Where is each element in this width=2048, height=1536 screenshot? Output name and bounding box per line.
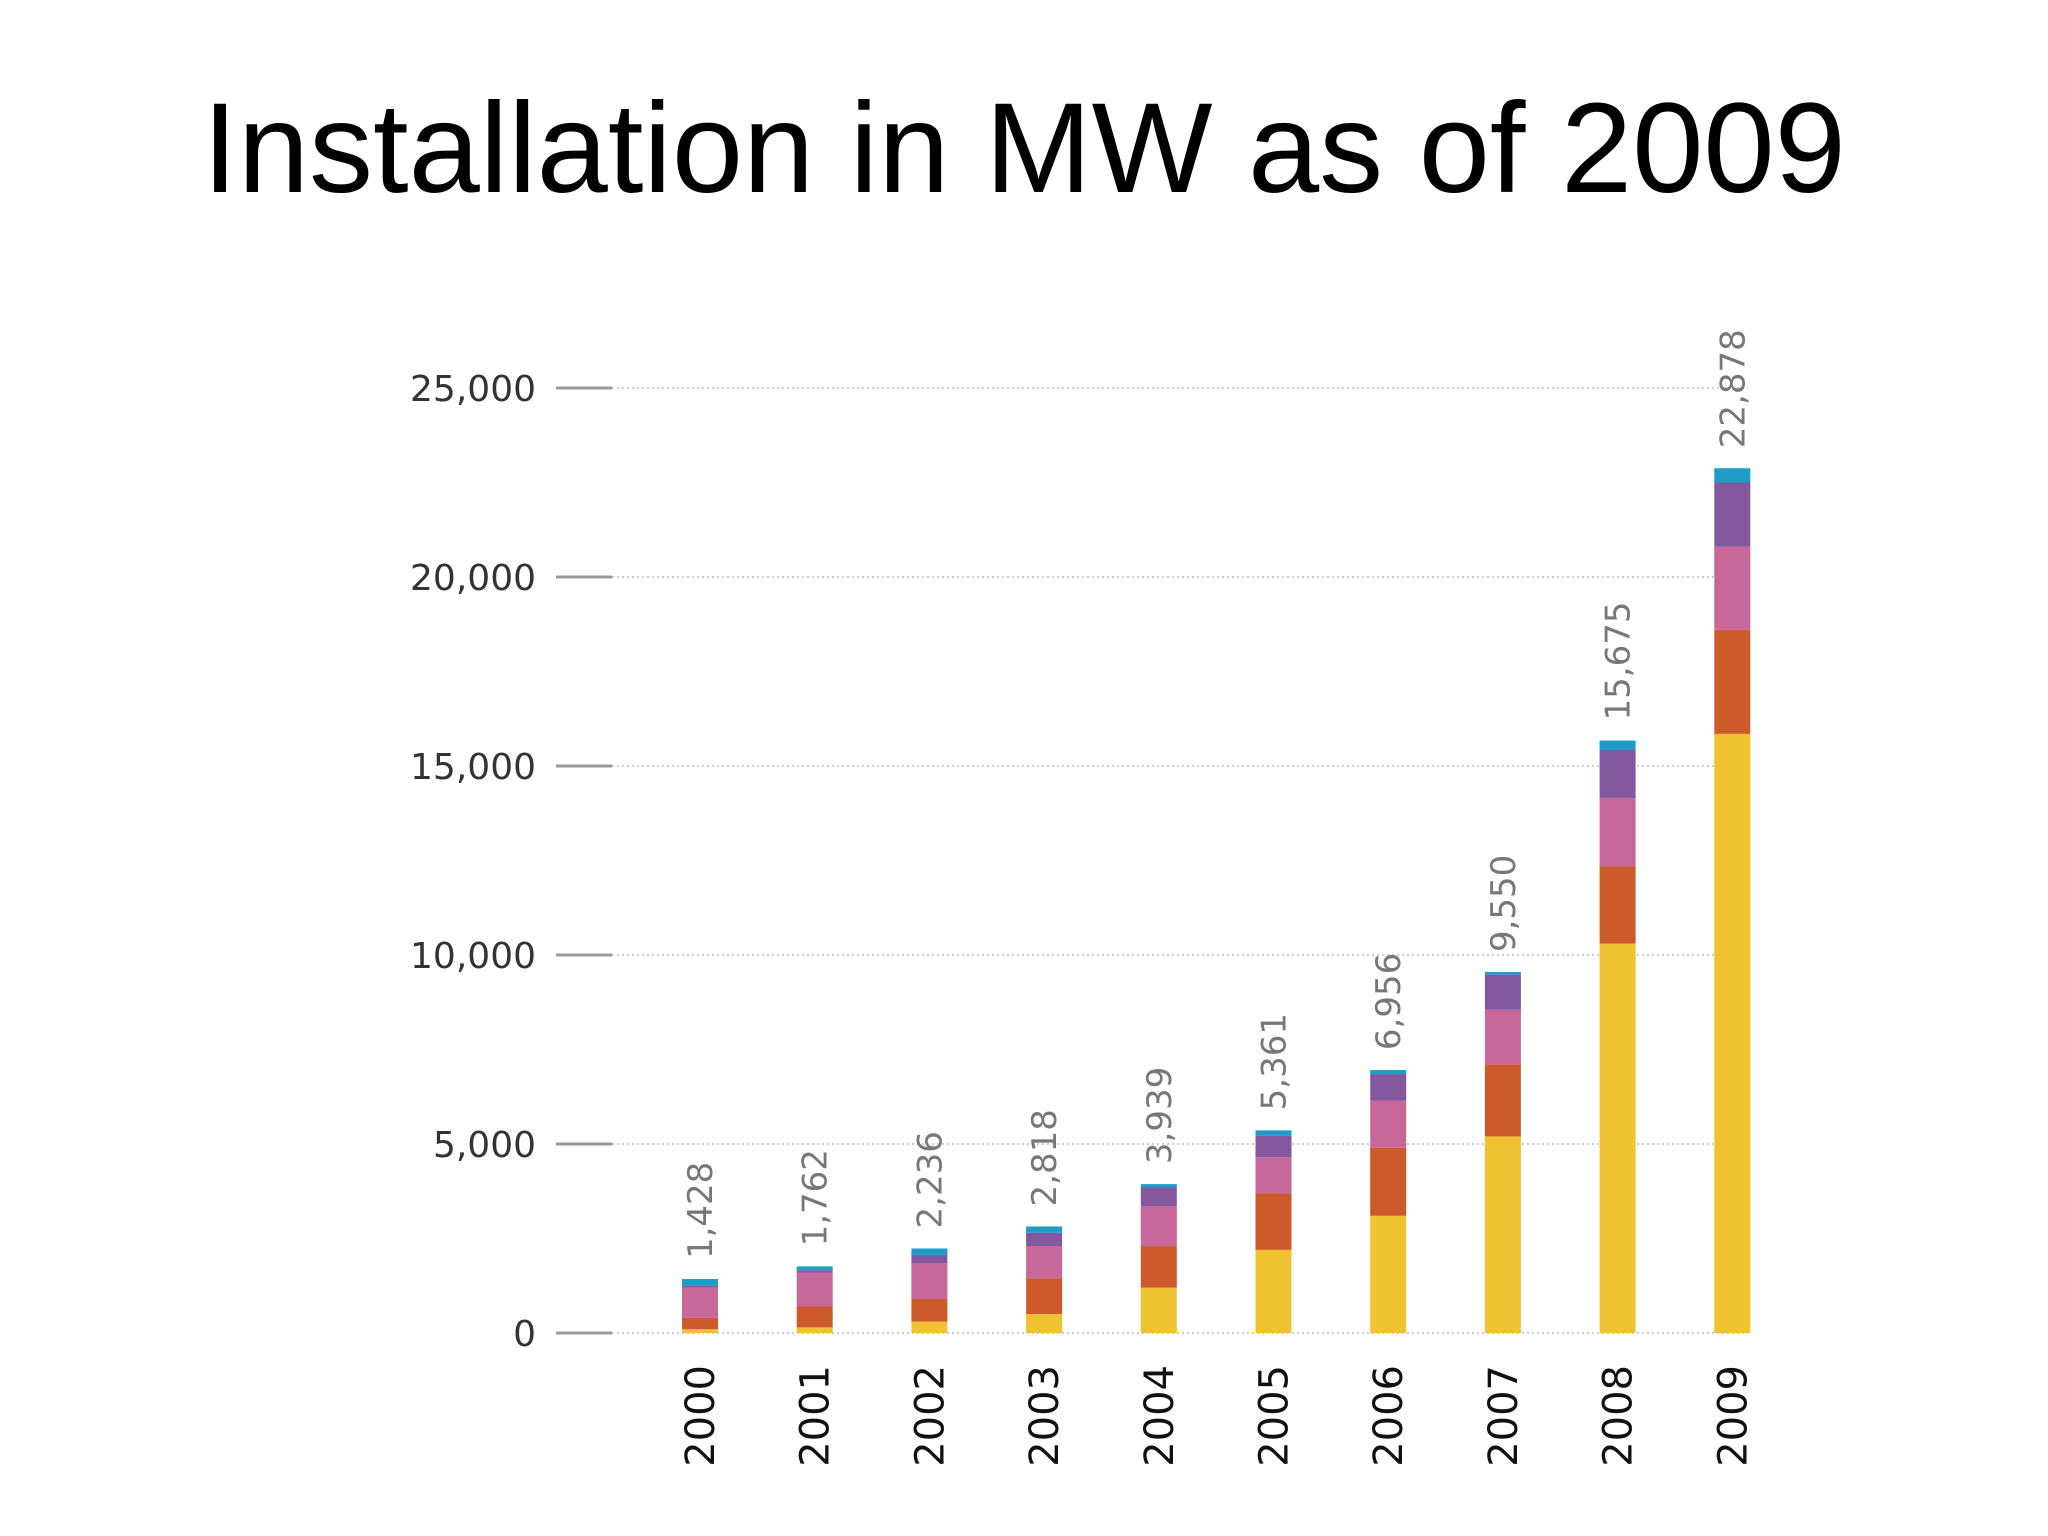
total-label-2004: 3,939: [1140, 1067, 1180, 1164]
bar-segment-2008-1: [1599, 943, 1636, 1333]
bar-2007: [1484, 972, 1521, 1333]
total-labels: 1,428 1,762 2,236 2,818 3,939 5,361 6,956 9,550…: [681, 329, 1753, 1259]
bar-2000: [682, 1279, 718, 1333]
bar-segment-2000-3: [682, 1287, 718, 1318]
bar-segment-2003-3: [1026, 1246, 1063, 1279]
bar-2002: [911, 1248, 948, 1333]
bar-segment-2008-2: [1599, 866, 1636, 944]
bar-segment-2007-1: [1484, 1136, 1521, 1333]
ytick-label-5000: 5,000: [433, 1125, 536, 1166]
bar-segment-2005-3: [1255, 1157, 1292, 1194]
total-label-2007: 9,550: [1484, 855, 1524, 952]
category-label-2000: 2000: [678, 1365, 724, 1467]
bar-segment-2002-1: [911, 1321, 948, 1333]
bar-segment-2007-3: [1484, 1009, 1521, 1065]
bar-segment-2002-2: [911, 1298, 948, 1322]
bar-segment-2003-1: [1026, 1314, 1063, 1333]
total-label-2001: 1,762: [796, 1149, 836, 1246]
category-label-2009: 2009: [1710, 1365, 1756, 1467]
bar-2003: [1026, 1226, 1063, 1333]
bar-segment-2006-5: [1370, 1070, 1407, 1075]
bar-segment-2002-5: [911, 1248, 948, 1256]
ytick-label-15000: 15,000: [410, 747, 536, 788]
bar-segment-2001-5: [796, 1266, 833, 1271]
bar-segment-2009-3: [1714, 546, 1751, 630]
bar-segment-2006-2: [1370, 1147, 1407, 1216]
bar-2005: [1255, 1130, 1292, 1333]
bar-segment-2009-4: [1714, 482, 1751, 547]
ytick-label-25000: 25,000: [410, 369, 536, 410]
ytick-label-20000: 20,000: [410, 558, 536, 599]
slide-title: Installation in MW as of 2009: [202, 77, 1846, 220]
total-label-2005: 5,361: [1255, 1013, 1295, 1110]
bar-segment-2002-4: [911, 1255, 948, 1264]
ytick-label-10000: 10,000: [410, 936, 536, 977]
bar-segment-2005-2: [1255, 1193, 1292, 1250]
category-label-2002: 2002: [907, 1365, 953, 1467]
y-axis: 0 5,000 10,000 15,000 20,000 25,000: [410, 369, 612, 1355]
bar-segment-2006-3: [1370, 1100, 1407, 1148]
total-label-2009: 22,878: [1713, 329, 1753, 448]
category-label-2008: 2008: [1596, 1365, 1642, 1467]
x-axis: 2000 2001 2002 2003 2004 2005 2006 2007 2008 2009: [678, 1365, 1756, 1467]
bar-segment-2001-2: [796, 1306, 833, 1328]
bar-2006: [1370, 1070, 1407, 1333]
bar-segment-2005-1: [1255, 1249, 1292, 1333]
bar-segment-2005-5: [1255, 1130, 1292, 1136]
bar-2009: [1714, 468, 1751, 1333]
bar-segment-2000-1: [682, 1329, 718, 1333]
bar-segment-2001-3: [796, 1272, 833, 1307]
bar-2004: [1140, 1184, 1177, 1333]
bar-segment-2003-4: [1026, 1232, 1063, 1247]
bar-segment-2000-5: [682, 1279, 718, 1286]
bar-segment-2000-2: [682, 1317, 718, 1330]
total-label-2008: 15,675: [1599, 602, 1639, 721]
bar-segment-2007-2: [1484, 1064, 1521, 1137]
bar-segment-2002-3: [911, 1263, 948, 1299]
bar-segment-2008-4: [1599, 749, 1636, 799]
bar-segment-2007-4: [1484, 974, 1521, 1010]
ytick-label-0: 0: [513, 1314, 536, 1355]
category-label-2003: 2003: [1022, 1365, 1068, 1467]
bar-segment-2001-1: [796, 1327, 833, 1333]
bar-segment-2004-1: [1140, 1287, 1177, 1333]
gridlines: [612, 387, 1748, 1334]
bar-segment-2006-1: [1370, 1215, 1407, 1333]
bar-segment-2009-5: [1714, 468, 1751, 483]
bar-segment-2004-4: [1140, 1187, 1177, 1207]
bar-segment-2007-5: [1484, 972, 1521, 975]
bars: [682, 468, 1751, 1333]
bar-segment-2000-4: [682, 1285, 718, 1288]
bar-segment-2006-4: [1370, 1074, 1407, 1101]
total-label-2000: 1,428: [681, 1162, 721, 1259]
category-label-2007: 2007: [1481, 1365, 1527, 1467]
total-label-2002: 2,236: [910, 1131, 950, 1228]
total-label-2003: 2,818: [1025, 1109, 1065, 1206]
bar-segment-2009-2: [1714, 629, 1751, 734]
bar-segment-2004-5: [1140, 1184, 1177, 1188]
category-label-2006: 2006: [1366, 1365, 1412, 1467]
category-label-2005: 2005: [1252, 1365, 1298, 1467]
bar-segment-2001-4: [796, 1270, 833, 1273]
bar-segment-2005-4: [1255, 1135, 1292, 1158]
bar-2001: [796, 1266, 833, 1333]
bar-segment-2004-2: [1140, 1246, 1177, 1288]
bar-2008: [1599, 740, 1636, 1333]
category-label-2001: 2001: [793, 1365, 839, 1467]
bar-segment-2008-3: [1599, 798, 1636, 867]
bar-segment-2003-5: [1026, 1226, 1063, 1233]
bar-segment-2003-2: [1026, 1278, 1063, 1315]
bar-segment-2008-5: [1599, 740, 1636, 750]
bar-segment-2004-3: [1140, 1206, 1177, 1247]
total-label-2006: 6,956: [1369, 953, 1409, 1050]
bar-segment-2009-1: [1714, 733, 1751, 1333]
category-label-2004: 2004: [1137, 1365, 1183, 1467]
